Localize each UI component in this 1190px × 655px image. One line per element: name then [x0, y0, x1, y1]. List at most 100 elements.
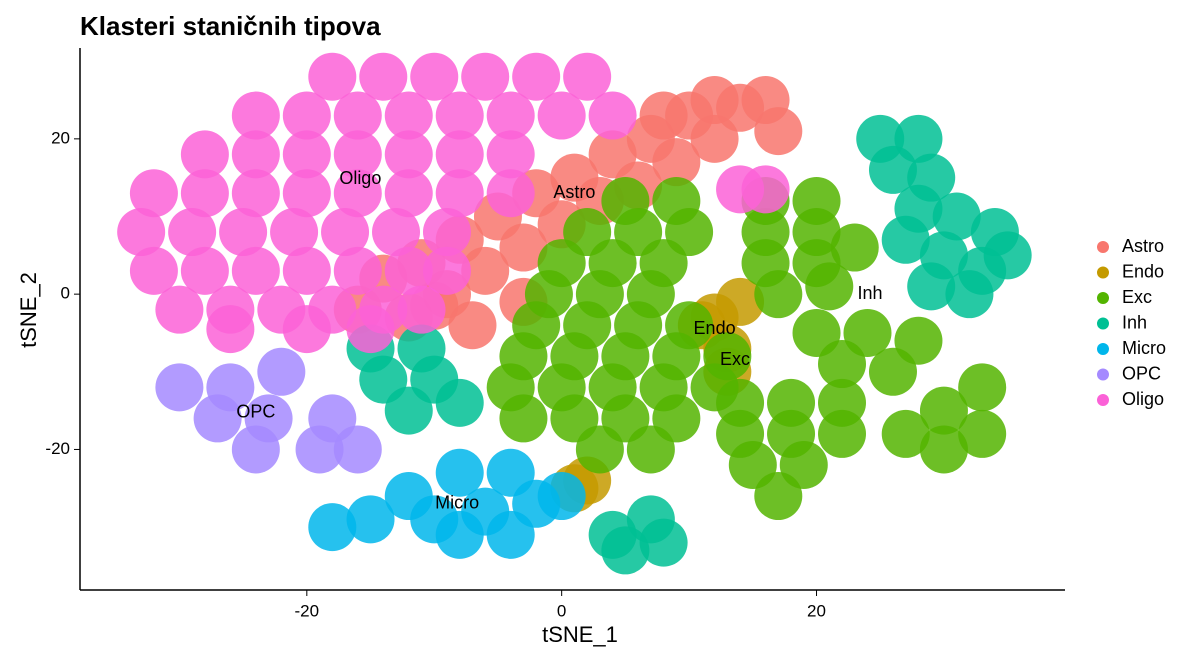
point — [741, 165, 790, 214]
point — [384, 386, 433, 435]
point — [499, 394, 548, 443]
point — [155, 363, 204, 412]
point — [486, 169, 535, 218]
point — [180, 169, 229, 218]
x-tick-label: 20 — [807, 601, 826, 620]
cluster-label: OPC — [236, 402, 275, 422]
legend-label: Astro — [1122, 236, 1164, 256]
point — [868, 145, 917, 194]
point — [754, 472, 803, 521]
cluster-label: Micro — [435, 493, 479, 513]
x-axis-title: tSNE_1 — [542, 622, 618, 647]
point — [512, 52, 561, 101]
x-tick-label: 0 — [557, 601, 566, 620]
legend-label: Exc — [1122, 287, 1152, 307]
point — [805, 262, 854, 311]
point — [333, 130, 382, 179]
point — [958, 409, 1007, 458]
point — [180, 130, 229, 179]
point — [333, 246, 382, 295]
point — [231, 91, 280, 140]
points-layer — [117, 52, 1032, 575]
point — [958, 363, 1007, 412]
legend-swatch — [1097, 266, 1109, 279]
y-tick-label: 20 — [51, 128, 70, 147]
point — [397, 285, 446, 334]
point — [435, 510, 484, 559]
cluster-label: Exc — [720, 349, 750, 369]
point — [270, 208, 319, 257]
legend-swatch — [1097, 241, 1109, 253]
point — [231, 246, 280, 295]
point — [333, 91, 382, 140]
point — [868, 347, 917, 396]
point — [716, 277, 765, 326]
point — [537, 91, 586, 140]
y-axis-title: tSNE_2 — [16, 272, 41, 348]
point — [881, 215, 930, 264]
point — [652, 138, 701, 187]
point — [231, 169, 280, 218]
point — [461, 246, 510, 295]
chart-title: Klasteri staničnih tipova — [80, 11, 381, 41]
point — [575, 425, 624, 474]
legend-label: Endo — [1122, 261, 1164, 281]
point — [690, 76, 739, 125]
point — [359, 52, 408, 101]
legend-label: Inh — [1122, 312, 1147, 332]
cluster-label: Endo — [694, 318, 736, 338]
point — [129, 246, 178, 295]
point — [486, 510, 535, 559]
cluster-label: Astro — [553, 182, 595, 202]
point — [372, 208, 421, 257]
point — [461, 52, 510, 101]
y-tick-label: 0 — [61, 284, 70, 303]
point — [384, 130, 433, 179]
point — [129, 169, 178, 218]
legend-label: OPC — [1122, 363, 1161, 383]
cluster-label: Oligo — [339, 168, 381, 188]
point — [486, 130, 535, 179]
point — [193, 394, 242, 443]
point — [333, 169, 382, 218]
point — [818, 340, 867, 389]
point — [384, 169, 433, 218]
point — [601, 526, 650, 575]
point — [626, 425, 675, 474]
point — [919, 425, 968, 474]
point — [881, 409, 930, 458]
point — [384, 91, 433, 140]
legend-swatch — [1097, 292, 1109, 304]
point — [333, 425, 382, 474]
point — [422, 246, 471, 295]
point — [282, 130, 331, 179]
point — [754, 107, 803, 156]
cluster-label: Inh — [858, 283, 883, 303]
point — [435, 130, 484, 179]
point — [639, 518, 688, 567]
point — [499, 223, 548, 272]
point — [945, 270, 994, 319]
point — [907, 262, 956, 311]
point — [435, 169, 484, 218]
point — [168, 208, 217, 257]
point — [231, 425, 280, 474]
legend-swatch — [1097, 394, 1109, 406]
point — [282, 305, 331, 354]
point — [180, 246, 229, 295]
point — [639, 91, 688, 140]
point — [919, 386, 968, 435]
y-tick-label: -20 — [45, 439, 70, 458]
legend-swatch — [1097, 343, 1109, 355]
point — [588, 91, 637, 140]
x-tick-label: -20 — [295, 601, 320, 620]
point — [486, 91, 535, 140]
point — [346, 305, 395, 354]
point — [754, 270, 803, 319]
point — [932, 192, 981, 241]
point — [117, 208, 166, 257]
point — [435, 91, 484, 140]
point — [282, 169, 331, 218]
point — [257, 347, 306, 396]
point — [435, 448, 484, 497]
